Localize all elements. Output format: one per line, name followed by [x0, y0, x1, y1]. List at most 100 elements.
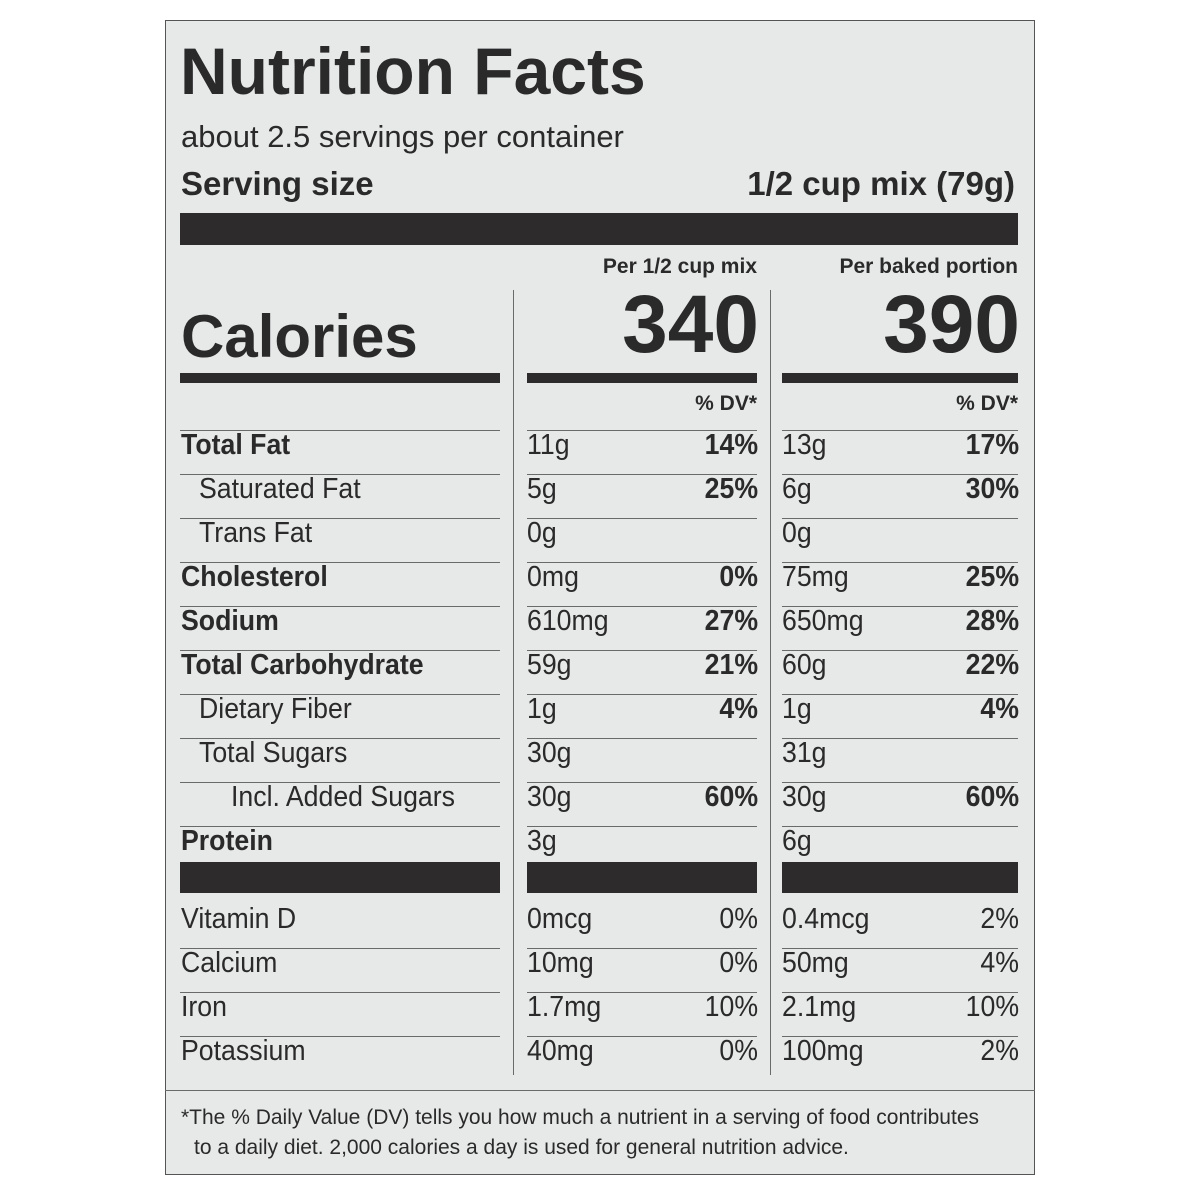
- amount: 60g: [782, 649, 827, 681]
- amount: 31g: [782, 737, 827, 769]
- amount: 11g: [527, 429, 570, 461]
- row-line: [782, 826, 1018, 827]
- column-line: [770, 290, 771, 1075]
- row-line: [180, 1036, 500, 1037]
- amount: 1g: [782, 693, 812, 725]
- row-line: [782, 738, 1018, 739]
- row-line: [527, 948, 757, 949]
- amount: 30g: [527, 737, 572, 769]
- calories-value: 390: [883, 279, 1020, 370]
- nutrient-name: Saturated Fat: [199, 473, 361, 505]
- amount: 40mg: [527, 1035, 594, 1067]
- column-line: [513, 290, 514, 1075]
- amount: 6g: [782, 825, 812, 857]
- row-line: [527, 650, 757, 651]
- amount: 6g: [782, 473, 812, 505]
- nutrient-name: Iron: [181, 991, 227, 1023]
- amount: 0mg: [527, 561, 579, 593]
- nutrient-name: Sodium: [181, 605, 279, 637]
- daily-value: 17%: [965, 429, 1019, 461]
- row-line: [782, 948, 1018, 949]
- row-line: [180, 738, 500, 739]
- thick-bar: [527, 862, 757, 893]
- amount: 50mg: [782, 947, 849, 979]
- daily-value: 60%: [965, 781, 1019, 813]
- nutrition-label: [165, 20, 1035, 1175]
- row-line: [180, 518, 500, 519]
- amount: 30g: [527, 781, 572, 813]
- amount: 2.1mg: [782, 991, 857, 1023]
- amount: 0g: [527, 517, 557, 549]
- amount: 610mg: [527, 605, 609, 637]
- row-line: [180, 562, 500, 563]
- nutrient-name: Dietary Fiber: [199, 693, 352, 725]
- daily-value: 4%: [980, 693, 1019, 725]
- amount: 650mg: [782, 605, 864, 637]
- row-line: [782, 1036, 1018, 1037]
- row-line: [782, 992, 1018, 993]
- daily-value: 60%: [704, 781, 758, 813]
- daily-value: 0%: [719, 903, 758, 935]
- nutrient-name: Total Carbohydrate: [181, 649, 424, 681]
- calories-value: 340: [622, 279, 759, 370]
- amount: 13g: [782, 429, 827, 461]
- daily-value: 0%: [719, 947, 758, 979]
- row-line: [180, 782, 500, 783]
- thick-bar: [782, 862, 1018, 893]
- nutrient-name: Calcium: [181, 947, 278, 979]
- row-line: [782, 474, 1018, 475]
- calories-label: Calories: [181, 303, 418, 370]
- footnote: to a daily diet. 2,000 calories a day is…: [194, 1136, 849, 1159]
- row-line: [527, 826, 757, 827]
- daily-value: 0%: [719, 561, 758, 593]
- row-line: [782, 562, 1018, 563]
- amount: 1.7mg: [527, 991, 602, 1023]
- footnote-line: [165, 1090, 1035, 1091]
- title: Nutrition Facts: [180, 34, 646, 108]
- column-header: Per 1/2 cup mix: [602, 255, 757, 278]
- row-line: [180, 694, 500, 695]
- nutrient-name: Vitamin D: [181, 903, 297, 935]
- row-line: [180, 826, 500, 827]
- row-line: [180, 948, 500, 949]
- daily-value: 22%: [965, 649, 1019, 681]
- medium-bar: [180, 373, 500, 383]
- serving-size-label: Serving size: [181, 165, 374, 202]
- daily-value: 4%: [980, 947, 1019, 979]
- nutrient-name: Incl. Added Sugars: [231, 781, 455, 813]
- amount: 1g: [527, 693, 557, 725]
- row-line: [782, 782, 1018, 783]
- amount: 100mg: [782, 1035, 864, 1067]
- daily-value: 10%: [965, 991, 1019, 1023]
- amount: 30g: [782, 781, 827, 813]
- nutrient-name: Total Sugars: [199, 737, 348, 769]
- amount: 3g: [527, 825, 557, 857]
- row-line: [527, 518, 757, 519]
- row-line: [527, 992, 757, 993]
- row-line: [527, 606, 757, 607]
- thick-bar: [180, 862, 500, 893]
- daily-value: 2%: [980, 1035, 1019, 1067]
- daily-value: 25%: [965, 561, 1019, 593]
- row-line: [782, 606, 1018, 607]
- row-line: [527, 430, 757, 431]
- daily-value: 30%: [965, 473, 1019, 505]
- amount: 10mg: [527, 947, 594, 979]
- footnote: *The % Daily Value (DV) tells you how mu…: [181, 1106, 979, 1129]
- daily-value: 10%: [704, 991, 758, 1023]
- row-line: [782, 518, 1018, 519]
- column-header: Per baked portion: [839, 255, 1018, 278]
- row-line: [527, 738, 757, 739]
- medium-bar: [527, 373, 757, 383]
- serving-size-value: 1/2 cup mix (79g): [747, 165, 1015, 202]
- row-line: [527, 1036, 757, 1037]
- daily-value: 28%: [965, 605, 1019, 637]
- row-line: [527, 694, 757, 695]
- row-line: [180, 992, 500, 993]
- nutrient-name: Total Fat: [181, 429, 291, 461]
- amount: 59g: [527, 649, 572, 681]
- daily-value: 2%: [980, 903, 1019, 935]
- row-line: [782, 430, 1018, 431]
- row-line: [180, 650, 500, 651]
